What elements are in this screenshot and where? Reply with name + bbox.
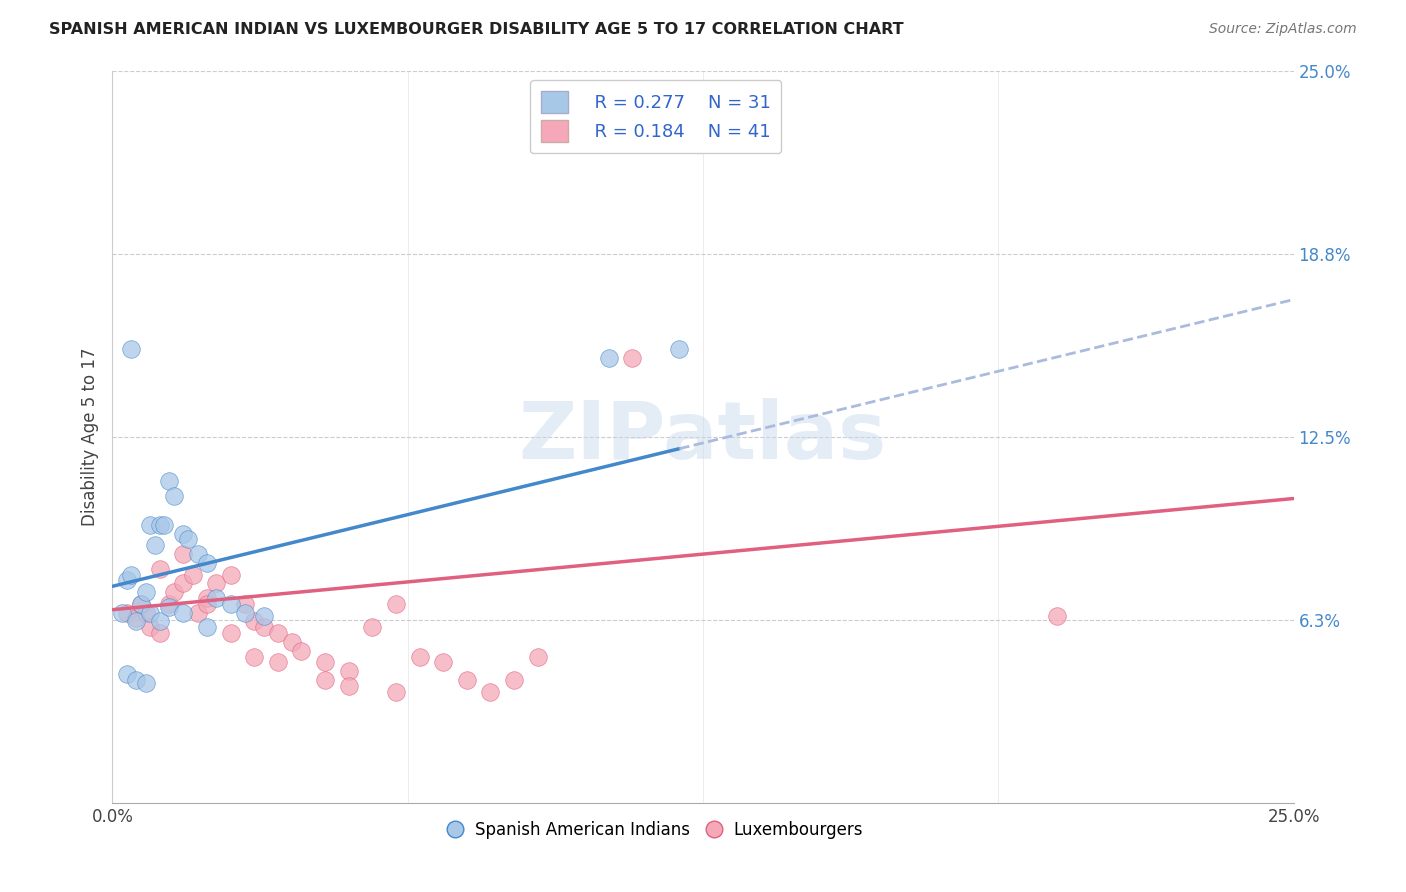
Point bbox=[385, 597, 408, 611]
Point bbox=[139, 606, 162, 620]
Point bbox=[219, 626, 242, 640]
Point bbox=[253, 608, 276, 623]
Point bbox=[267, 656, 290, 670]
Point bbox=[337, 664, 360, 678]
Point bbox=[153, 517, 176, 532]
Point bbox=[314, 656, 336, 670]
Point bbox=[149, 517, 172, 532]
Point bbox=[172, 606, 194, 620]
Text: Source: ZipAtlas.com: Source: ZipAtlas.com bbox=[1209, 22, 1357, 37]
Point bbox=[503, 673, 526, 687]
Point bbox=[111, 606, 134, 620]
Point bbox=[120, 343, 142, 357]
Point bbox=[195, 591, 218, 605]
Point bbox=[129, 597, 152, 611]
Point bbox=[163, 585, 186, 599]
Point bbox=[385, 684, 408, 698]
Point bbox=[135, 585, 157, 599]
Point bbox=[598, 351, 620, 365]
Point bbox=[267, 626, 290, 640]
Point bbox=[157, 474, 180, 488]
Point bbox=[290, 643, 312, 657]
Point bbox=[219, 567, 242, 582]
Point bbox=[149, 615, 172, 629]
Point bbox=[177, 533, 200, 547]
Point bbox=[172, 547, 194, 561]
Point bbox=[233, 597, 256, 611]
Point bbox=[172, 526, 194, 541]
Point bbox=[314, 673, 336, 687]
Point bbox=[143, 538, 166, 552]
Point bbox=[243, 615, 266, 629]
Point bbox=[172, 576, 194, 591]
Point bbox=[1046, 608, 1069, 623]
Point bbox=[129, 597, 152, 611]
Point bbox=[115, 574, 138, 588]
Point bbox=[157, 597, 180, 611]
Point bbox=[205, 591, 228, 605]
Point bbox=[139, 620, 162, 634]
Point bbox=[181, 567, 204, 582]
Legend: Spanish American Indians, Luxembourgers: Spanish American Indians, Luxembourgers bbox=[441, 814, 870, 846]
Point bbox=[243, 649, 266, 664]
Point bbox=[135, 676, 157, 690]
Point bbox=[668, 343, 690, 357]
Point bbox=[337, 679, 360, 693]
Point bbox=[219, 597, 242, 611]
Point bbox=[281, 635, 304, 649]
Text: SPANISH AMERICAN INDIAN VS LUXEMBOURGER DISABILITY AGE 5 TO 17 CORRELATION CHART: SPANISH AMERICAN INDIAN VS LUXEMBOURGER … bbox=[49, 22, 904, 37]
Text: ZIPatlas: ZIPatlas bbox=[519, 398, 887, 476]
Point bbox=[186, 547, 208, 561]
Point bbox=[195, 556, 218, 570]
Point bbox=[432, 656, 454, 670]
Point bbox=[135, 606, 157, 620]
Point bbox=[157, 599, 180, 614]
Point bbox=[526, 649, 548, 664]
Point bbox=[115, 667, 138, 681]
Point bbox=[125, 615, 148, 629]
Point bbox=[621, 351, 644, 365]
Y-axis label: Disability Age 5 to 17: Disability Age 5 to 17 bbox=[80, 348, 98, 526]
Point bbox=[479, 684, 502, 698]
Point bbox=[163, 489, 186, 503]
Point bbox=[125, 673, 148, 687]
Point bbox=[233, 606, 256, 620]
Point bbox=[186, 606, 208, 620]
Point bbox=[149, 562, 172, 576]
Point bbox=[195, 620, 218, 634]
Point bbox=[120, 567, 142, 582]
Point bbox=[205, 576, 228, 591]
Point bbox=[115, 606, 138, 620]
Point bbox=[456, 673, 478, 687]
Point bbox=[361, 620, 384, 634]
Point bbox=[408, 649, 430, 664]
Point bbox=[253, 620, 276, 634]
Point bbox=[195, 597, 218, 611]
Point bbox=[139, 517, 162, 532]
Point bbox=[125, 611, 148, 625]
Point bbox=[149, 626, 172, 640]
